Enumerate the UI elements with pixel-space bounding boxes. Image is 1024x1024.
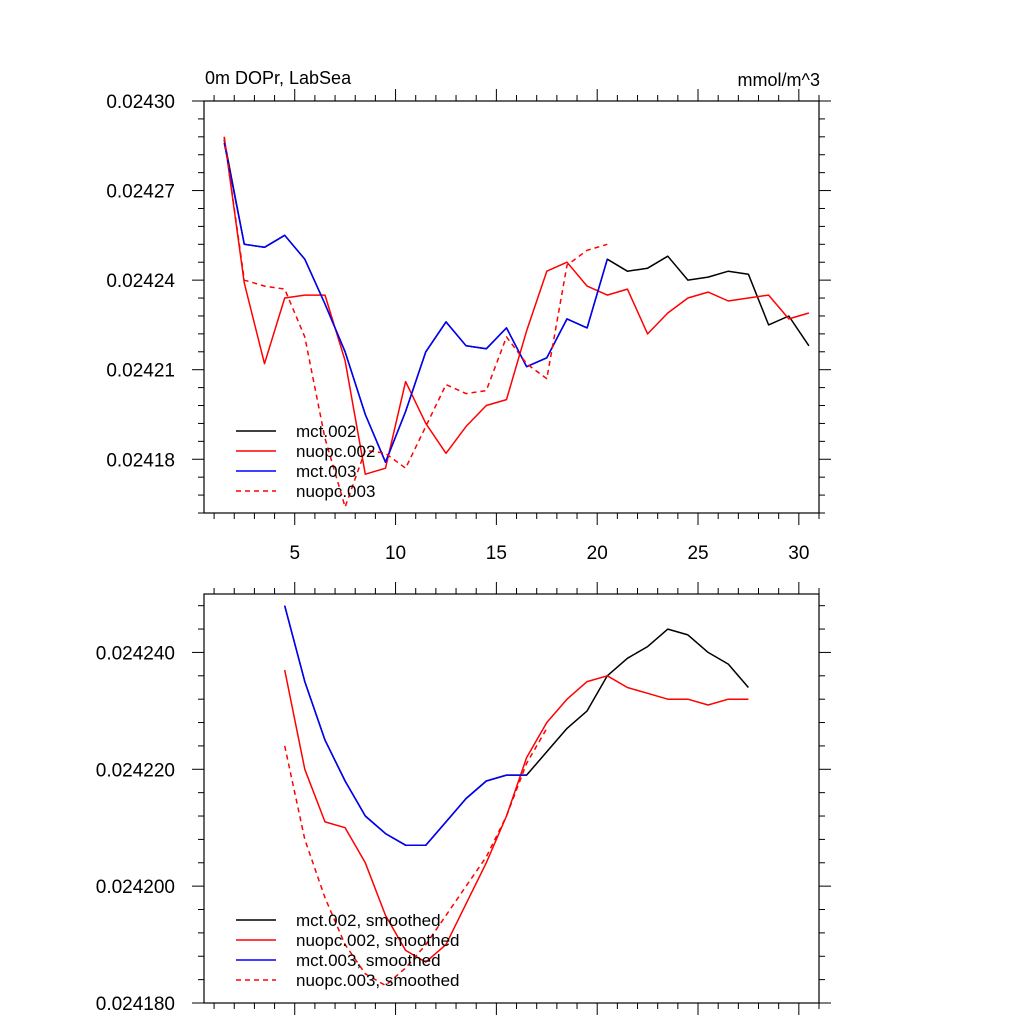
series-line [283, 669, 749, 963]
top-panel: 0m DOPr, LabSea mmol/m^3 5 10 15 20 25 30 0.02… [106, 68, 831, 564]
top-title-left: 0m DOPr, LabSea [205, 68, 352, 88]
y-tick-label: 0.024200 [96, 877, 175, 898]
legend-label: nuopc.003, smoothed [296, 971, 460, 990]
legend-label: mct.003 [296, 462, 356, 481]
x-tick-label: 10 [385, 543, 406, 564]
legend-label: mct.003, smoothed [296, 951, 441, 970]
x-tick-label: 5 [289, 543, 300, 564]
legend-label: nuopc.003 [296, 482, 375, 501]
top-title-right: mmol/m^3 [738, 70, 820, 90]
legend-label: nuopc.002, smoothed [296, 931, 460, 950]
y-tick-label: 0.02418 [106, 450, 175, 471]
x-tick-label: 20 [587, 543, 608, 564]
series-line [283, 728, 548, 987]
series-line [223, 136, 608, 508]
series-line [223, 142, 609, 463]
y-tick-label: 0.02427 [106, 182, 175, 203]
y-tick-label: 0.02430 [106, 92, 175, 113]
bottom-panel: 0.024180 0.024200 0.024220 0.024240 mct.002,… [96, 582, 831, 1015]
y-tick-label: 0.02421 [106, 361, 175, 382]
legend-label: nuopc.002 [296, 442, 375, 461]
plot-frame [203, 593, 820, 1004]
legend-label: mct.002, smoothed [296, 911, 441, 930]
x-tick-label: 25 [687, 543, 708, 564]
series-line [283, 605, 527, 846]
y-tick-label: 0.02424 [106, 271, 175, 292]
y-tick-label: 0.024220 [96, 760, 175, 781]
x-tick-label: 30 [788, 543, 809, 564]
series-line [223, 139, 810, 463]
series-line [283, 605, 749, 846]
y-tick-label: 0.024180 [96, 994, 175, 1015]
y-tick-label: 0.024240 [96, 643, 175, 664]
x-tick-label: 15 [486, 543, 507, 564]
legend-label: mct.002 [296, 422, 356, 441]
plot-frame [203, 100, 820, 514]
